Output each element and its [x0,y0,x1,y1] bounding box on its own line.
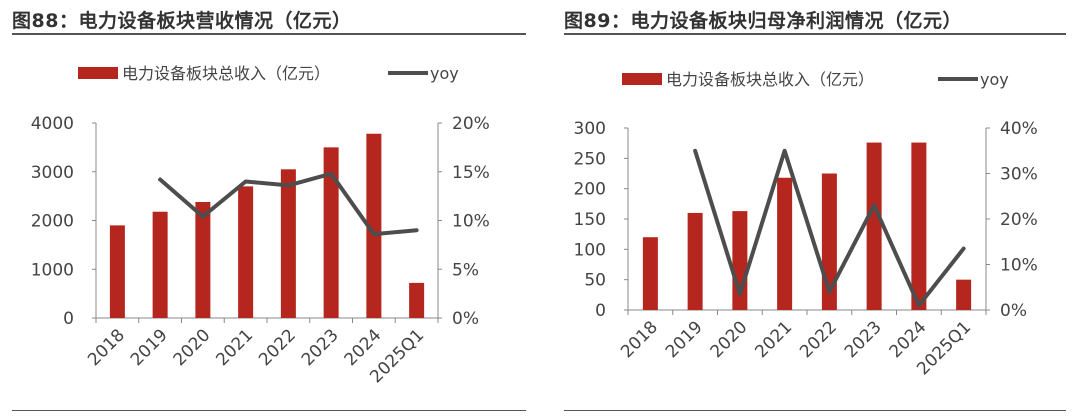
bar [280,169,296,318]
x-tick-label: 2021 [212,325,257,370]
x-tick-label: 2018 [84,325,129,370]
bar [409,282,425,318]
y-tick-label-right: 15% [452,163,490,183]
y-tick-label-left: 4000 [31,114,74,134]
legend-label-line: yoy [980,70,1009,89]
net-profit-chart: 0 50 100 150 200 250 300 0% 10% 20% 30% 40% 2018 2019… [574,70,1038,379]
bar [152,211,168,318]
yoy-line [158,171,419,237]
x-tick-label: 2023 [841,317,886,362]
bar [238,186,254,318]
y-tick-label-left: 50 [584,271,606,291]
y-tick-label-left: 2000 [31,212,74,232]
bar [956,279,972,310]
bar [109,225,125,318]
y-tick-label-right: 5% [452,260,479,280]
title-rule [12,33,526,35]
x-tick-label: 2020 [707,317,752,362]
y-tick-label-left: 3000 [31,163,74,183]
y-tick-label-left: 200 [574,180,606,200]
chart-panel-net-profit: 图89：电力设备板块归母净利润情况（亿元） 0 50 100 150 200 250 300… [552,0,1080,417]
title-rule [564,33,1066,35]
y-tick-label-left: 0 [595,301,606,321]
legend-label-bar: 电力设备板块总收入（亿元） [666,70,874,89]
bar [366,133,382,318]
x-tick-label: 2019 [662,317,707,362]
x-tick-label: 2023 [298,325,343,370]
y-tick-label-right: 30% [1000,165,1038,185]
x-tick-label: 2019 [127,325,172,370]
x-tick-label: 2018 [617,317,662,362]
bar [323,147,339,318]
bar [642,237,658,310]
yoy-line [693,148,966,308]
legend-swatch-bar [78,67,118,79]
y-tick-label-right: 40% [1000,119,1038,139]
y-tick-label-right: 20% [452,114,490,134]
legend-swatch-bar [622,73,662,85]
y-tick-label-right: 0% [1000,301,1027,321]
y-tick-label-right: 20% [1000,210,1038,230]
y-tick-label-left: 100 [574,240,606,260]
bar [195,201,211,318]
y-tick-label-left: 150 [574,210,606,230]
bar [866,142,882,310]
bar [687,212,703,310]
y-tick-label-left: 0 [63,309,74,329]
figure-title: 图88：电力设备板块营收情况（亿元） [12,10,352,32]
x-tick-label: 2022 [255,325,300,370]
figure-title: 图89：电力设备板块归母净利润情况（亿元） [564,10,962,32]
y-tick-label-right: 0% [452,309,479,329]
y-tick-label-left: 1000 [31,260,74,280]
x-tick-label: 2022 [796,317,841,362]
revenue-chart: 010002000300040000%5%10%15%20%2018201920… [31,64,490,387]
y-tick-label-right: 10% [1000,256,1038,276]
y-tick-label-right: 10% [452,212,490,232]
y-tick-label-left: 300 [574,119,606,139]
chart-panel-revenue: 图88：电力设备板块营收情况（亿元） 0 1000 2000 3000 4000 0% 5%… [12,10,526,411]
x-tick-label: 2021 [751,317,796,362]
legend-label-line: yoy [430,64,459,83]
bottom-rule [564,410,1066,411]
bar [777,177,793,310]
bar [911,142,927,310]
bottom-rule [12,410,526,411]
legend-label-bar: 电力设备板块总收入（亿元） [122,64,330,83]
y-tick-label-left: 250 [574,149,606,169]
x-tick-label: 2020 [170,325,215,370]
